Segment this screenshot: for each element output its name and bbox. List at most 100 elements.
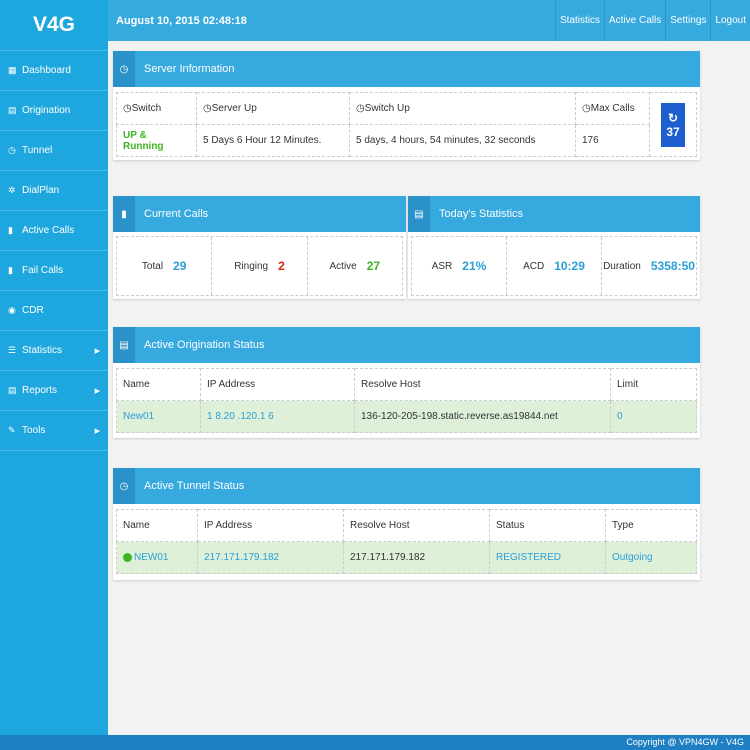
top-link-settings[interactable]: Settings <box>665 0 710 41</box>
menu-icon: ▦ <box>8 65 17 75</box>
topbar: August 10, 2015 02:48:18 Statistics Acti… <box>108 0 750 41</box>
menu-icon: ▮ <box>8 265 13 275</box>
asr-value: 21% <box>462 259 487 273</box>
menu-icon: ▮ <box>8 225 13 235</box>
tunnel-ip: 217.171.179.182 <box>197 541 344 574</box>
sidebar-item-label: Tunnel <box>22 145 53 156</box>
tunnel-status: REGISTERED <box>489 541 606 574</box>
header-switch-up: Switch Up <box>364 103 410 114</box>
sidebar-item-label: Origination <box>22 105 71 116</box>
footer: Copyright @ VPN4GW - V4G <box>0 735 750 750</box>
duration-value: 5358:50 <box>650 259 695 273</box>
panel-title: Active Origination Status <box>144 339 265 351</box>
header-limit: Limit <box>610 368 697 401</box>
tunnel-name[interactable]: NEW01 <box>134 552 169 563</box>
datetime: August 10, 2015 02:48:18 <box>116 14 247 27</box>
header-name: Name <box>116 368 201 401</box>
sidebar-item-active-calls[interactable]: ▮ Active Calls <box>0 211 108 251</box>
header-switch: Switch <box>131 103 162 114</box>
active-origination-panel: ▤ Active Origination Status Name IP Addres… <box>113 327 700 438</box>
menu-icon: ◷ <box>8 145 16 155</box>
sidebar-item-cdr[interactable]: ◉ CDR <box>0 291 108 331</box>
menu-icon: ✎ <box>8 425 16 435</box>
chevron-right-icon: ▶ <box>94 427 100 435</box>
active-value: 27 <box>366 259 381 273</box>
header-ip: IP Address <box>200 368 355 401</box>
top-link-logout[interactable]: Logout <box>710 0 750 41</box>
sidebar-item-label: Active Calls <box>22 225 75 236</box>
active-label: Active <box>329 260 357 272</box>
sidebar-item-label: CDR <box>22 305 44 316</box>
chart-icon: ▤ <box>408 196 430 232</box>
sidebar-item-label: DialPlan <box>22 185 60 196</box>
header-server-up: Server Up <box>211 103 257 114</box>
clock-icon: ◷ <box>113 468 135 504</box>
origination-limit: 0 <box>610 400 697 433</box>
logo: V4G <box>0 0 108 51</box>
total-value: 29 <box>173 259 187 273</box>
origination-host: 136-120-205-198.static.reverse.as19844.n… <box>354 400 611 433</box>
origination-ip: 1 8.20 .120.1 6 <box>200 400 355 433</box>
sidebar-item-dashboard[interactable]: ▦ Dashboard <box>0 51 108 91</box>
duration-label: Duration <box>603 260 641 272</box>
chevron-right-icon: ▶ <box>94 347 100 355</box>
header-name: Name <box>116 509 198 542</box>
server-up: 5 Days 6 Hour 12 Minutes. <box>196 124 350 157</box>
refresh-button[interactable]: ↻ 37 <box>661 102 685 147</box>
asr-label: ASR <box>431 260 453 272</box>
top-link-statistics[interactable]: Statistics <box>555 0 604 41</box>
switch-up: 5 days, 4 hours, 54 minutes, 32 seconds <box>349 124 576 157</box>
origination-name[interactable]: New01 <box>116 400 201 433</box>
total-label: Total <box>141 260 164 272</box>
server-information-panel: ◷ Server Information ◷Switch ◷Server Up ◷… <box>113 51 700 160</box>
switch-status: UP & Running <box>116 124 197 157</box>
tunnel-host: 217.171.179.182 <box>343 541 490 574</box>
sidebar-item-origination[interactable]: ▤ Origination <box>0 91 108 131</box>
header-type: Type <box>605 509 697 542</box>
header-status: Status <box>489 509 606 542</box>
ringing-value: 2 <box>278 259 285 273</box>
refresh-icon: ↻ <box>667 110 679 125</box>
todays-statistics-panel: ▤ Today's Statistics ASR 21% ACD 10:29 Dura… <box>408 196 700 299</box>
sidebar-item-label: Fail Calls <box>22 265 64 276</box>
menu-icon: ▤ <box>8 385 17 395</box>
ringing-label: Ringing <box>234 260 269 272</box>
panel-title: Current Calls <box>144 208 209 220</box>
sidebar-item-tools[interactable]: ✎ Tools ▶ <box>0 411 108 451</box>
table-row: NEW01 217.171.179.182 217.171.179.182 REGIS… <box>116 541 697 574</box>
sidebar-item-label: Dashboard <box>22 65 71 76</box>
header-resolve-host: Resolve Host <box>343 509 490 542</box>
bar-chart-icon: ▮ <box>113 196 135 232</box>
menu-icon: ◉ <box>8 305 16 315</box>
header-resolve-host: Resolve Host <box>354 368 611 401</box>
menu-icon: ✲ <box>8 185 16 195</box>
acd-value: 10:29 <box>554 259 585 273</box>
sidebar-item-label: Statistics <box>22 345 63 356</box>
panel-title: Server Information <box>144 63 235 75</box>
active-tunnel-panel: ◷ Active Tunnel Status Name IP Address Reso… <box>113 468 700 580</box>
sidebar-item-reports[interactable]: ▤ Reports ▶ <box>0 371 108 411</box>
panel-title: Today's Statistics <box>439 208 524 220</box>
sidebar: V4G ▦ Dashboard ▤ Origination ◷ Tunnel ✲ DialPl… <box>0 0 108 735</box>
sidebar-item-dialplan[interactable]: ✲ DialPlan <box>0 171 108 211</box>
status-dot-icon <box>123 552 132 562</box>
top-link-active-calls[interactable]: Active Calls <box>604 0 665 41</box>
menu-icon: ☰ <box>8 345 17 355</box>
document-icon: ▤ <box>113 327 135 363</box>
clock-icon: ◷ <box>113 51 135 87</box>
table-row: New01 1 8.20 .120.1 6 136-120-205-198.stat… <box>116 400 697 433</box>
tunnel-type: Outgoing <box>605 541 697 574</box>
sidebar-item-label: Reports <box>22 385 58 396</box>
sidebar-item-label: Tools <box>22 425 46 436</box>
menu-icon: ▤ <box>8 105 17 115</box>
sidebar-item-fail-calls[interactable]: ▮ Fail Calls <box>0 251 108 291</box>
panel-title: Active Tunnel Status <box>144 480 245 492</box>
acd-label: ACD <box>523 260 545 272</box>
header-max-calls: Max Calls <box>590 103 635 114</box>
current-calls-panel: ▮ Current Calls Total 29 Ringing 2 Active 27 <box>113 196 406 299</box>
sidebar-item-tunnel[interactable]: ◷ Tunnel <box>0 131 108 171</box>
max-calls: 176 <box>575 124 650 157</box>
chevron-right-icon: ▶ <box>94 387 100 395</box>
header-ip: IP Address <box>197 509 344 542</box>
sidebar-item-statistics[interactable]: ☰ Statistics ▶ <box>0 331 108 371</box>
